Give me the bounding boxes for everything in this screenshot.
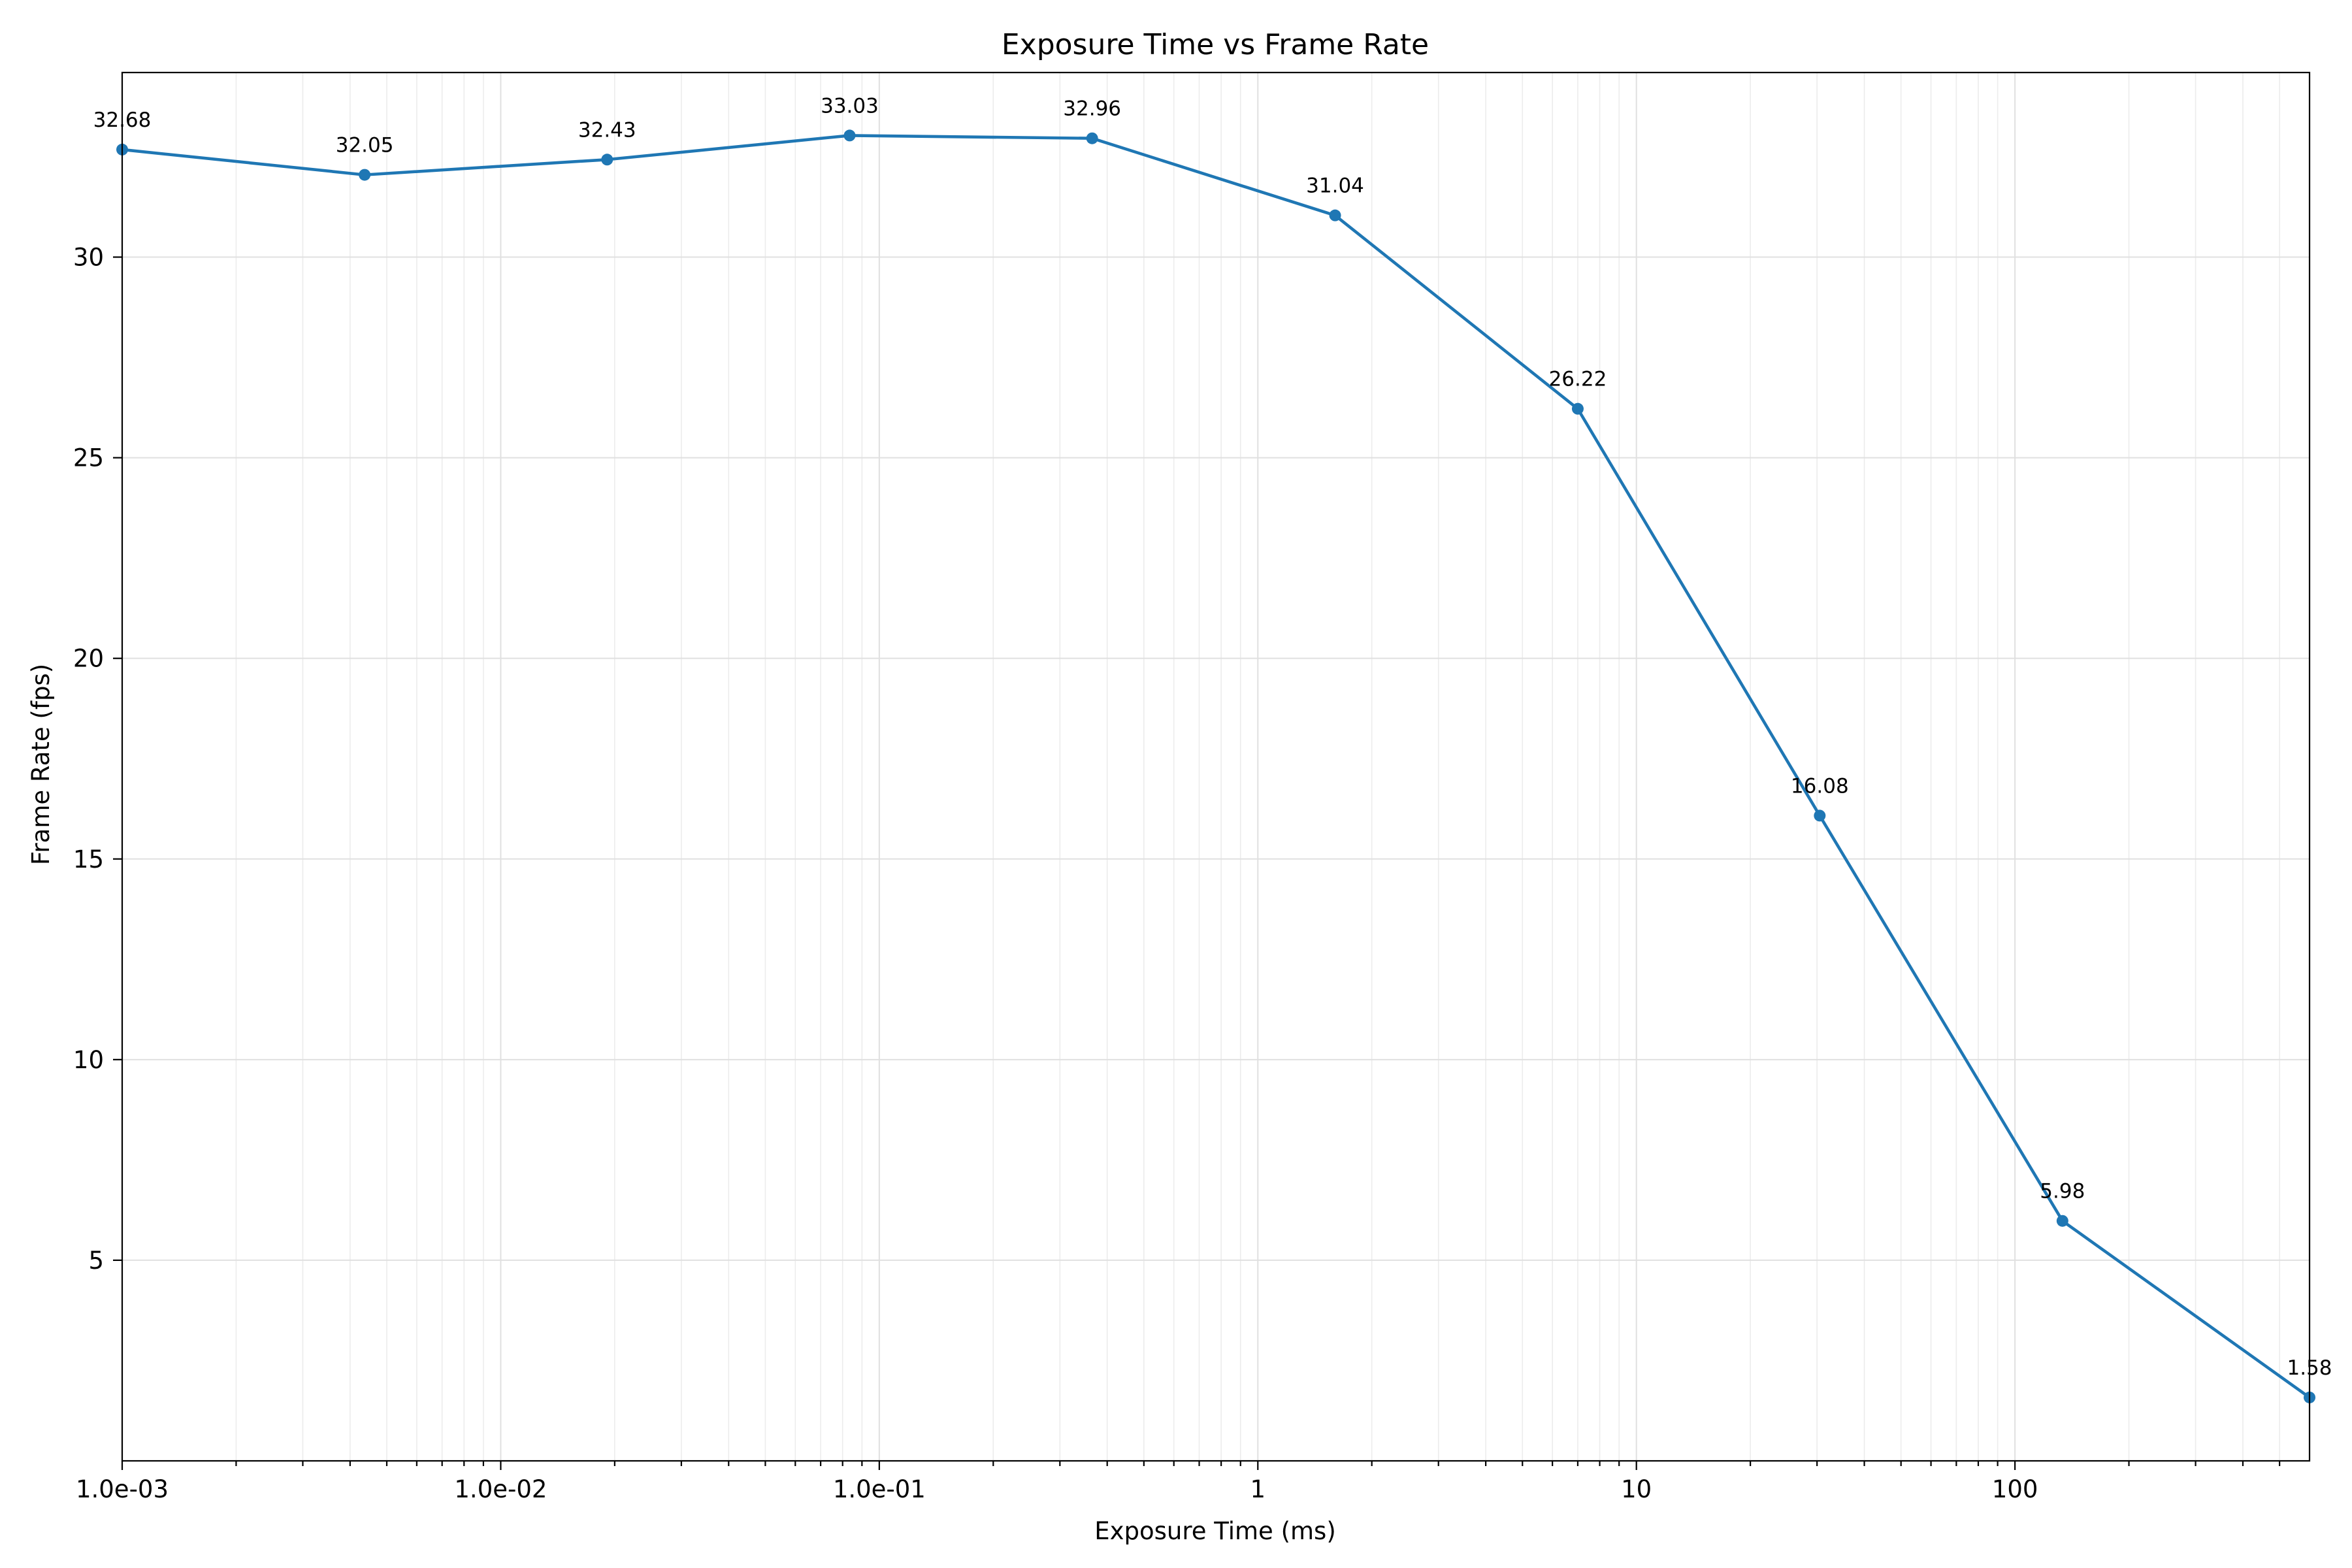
- data-label: 32.43: [578, 118, 636, 142]
- data-label: 31.04: [1306, 174, 1364, 198]
- data-label: 32.68: [93, 108, 152, 132]
- data-point: [843, 129, 856, 142]
- y-tick-label: 20: [73, 645, 104, 673]
- data-label: 16.08: [1791, 774, 1849, 798]
- series-line: [122, 134, 2311, 1399]
- x-tick-label: 1.0e-02: [454, 1475, 547, 1503]
- data-point: [1814, 809, 1826, 822]
- x-axis-label: Exposure Time (ms): [1094, 1517, 1336, 1545]
- data-label: 1.58: [2287, 1356, 2332, 1380]
- data-labels: 32.68 32.05 32.43 33.03 32.96 31.04 26.22 16.08…: [93, 94, 2332, 1380]
- data-label: 33.03: [821, 94, 879, 118]
- data-point: [1329, 209, 1341, 221]
- data-point: [2056, 1215, 2068, 1227]
- y-axis-label: Frame Rate (fps): [27, 664, 55, 865]
- y-tick-label: 25: [73, 444, 104, 472]
- axis-ticks: 1.0e-03 1.0e-02 1.0e-01 1 10 100 5 10 15 20 25 30: [73, 244, 2281, 1503]
- data-label: 32.05: [336, 134, 394, 157]
- y-tick-label: 5: [88, 1247, 104, 1275]
- data-label: 5.98: [2040, 1180, 2085, 1203]
- plot-frame: [121, 71, 2311, 1462]
- x-tick-label: 100: [1992, 1475, 2038, 1503]
- series-layer: [116, 129, 2315, 1403]
- x-tick-label: 1.0e-01: [833, 1475, 926, 1503]
- x-tick-label: 10: [1621, 1475, 1652, 1503]
- data-point: [601, 154, 613, 166]
- y-tick-label: 15: [73, 845, 104, 874]
- grid: [122, 73, 2310, 1461]
- data-point: [1086, 132, 1098, 144]
- data-label: 26.22: [1549, 368, 1607, 391]
- data-label: 32.96: [1063, 97, 1121, 121]
- data-point: [1571, 402, 1584, 415]
- x-tick-label: 1: [1250, 1475, 1266, 1503]
- data-point: [359, 169, 371, 181]
- y-tick-label: 30: [73, 244, 104, 272]
- chart-title: Exposure Time vs Frame Rate: [1002, 28, 1429, 61]
- y-tick-label: 10: [73, 1046, 104, 1074]
- x-tick-label: 1.0e-03: [76, 1475, 169, 1503]
